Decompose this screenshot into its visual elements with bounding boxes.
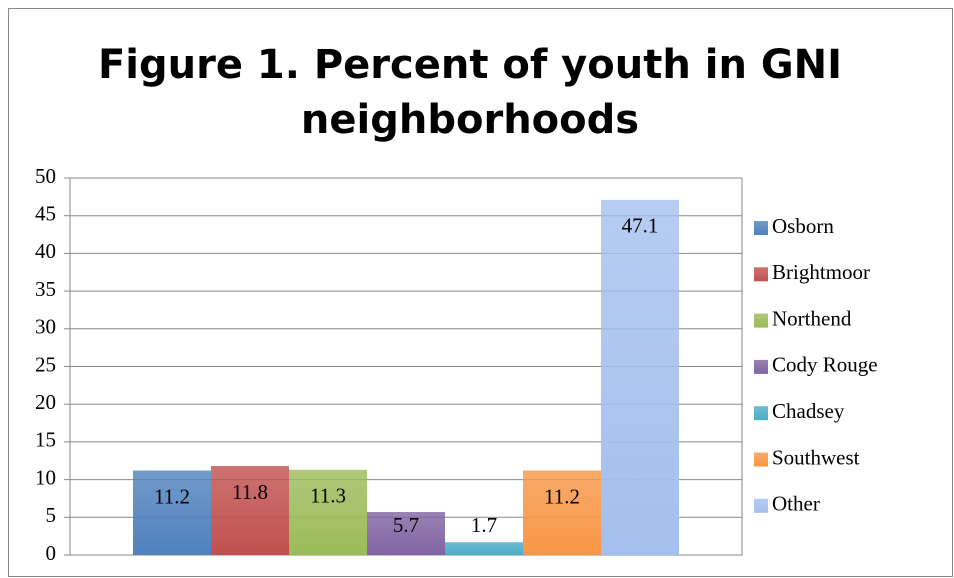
y-tick-label: 45 bbox=[35, 202, 56, 226]
legend-swatch bbox=[754, 498, 768, 513]
legend-label: Southwest bbox=[772, 445, 860, 469]
legend-swatch bbox=[754, 406, 768, 421]
bar bbox=[523, 470, 601, 555]
y-tick-label: 15 bbox=[35, 428, 56, 452]
y-tick-label: 30 bbox=[35, 315, 56, 339]
legend-swatch bbox=[754, 313, 768, 328]
legend-label: Osborn bbox=[772, 214, 834, 238]
legend-swatch bbox=[754, 221, 768, 235]
chart-title: Figure 1. Percent of youth in GNI neighbo… bbox=[98, 42, 842, 143]
data-label: 47.1 bbox=[622, 214, 659, 238]
y-tick-label: 20 bbox=[35, 390, 56, 414]
y-tick-label: 5 bbox=[46, 503, 57, 527]
legend-swatch bbox=[754, 267, 768, 282]
bar bbox=[445, 542, 523, 555]
data-label: 1.7 bbox=[471, 513, 497, 537]
data-label: 11.2 bbox=[544, 484, 580, 508]
legend-label: Brightmoor bbox=[772, 260, 870, 284]
bar bbox=[133, 470, 211, 555]
legend-label: Other bbox=[772, 492, 820, 516]
data-label: 11.2 bbox=[154, 484, 190, 508]
legend-label: Chadsey bbox=[772, 399, 845, 423]
y-tick-label: 35 bbox=[35, 277, 56, 301]
data-label: 5.7 bbox=[393, 513, 419, 537]
y-tick-label: 0 bbox=[46, 541, 57, 565]
bar bbox=[601, 199, 679, 555]
y-tick-label: 25 bbox=[35, 352, 56, 376]
bar bbox=[289, 469, 367, 555]
y-tick-label: 40 bbox=[35, 239, 56, 263]
data-label: 11.8 bbox=[232, 480, 268, 504]
data-label: 11.3 bbox=[310, 484, 346, 508]
legend-label: Cody Rouge bbox=[772, 353, 878, 377]
bar bbox=[367, 512, 445, 555]
legend-label: Northend bbox=[772, 306, 852, 330]
y-tick-label: 50 bbox=[35, 164, 56, 188]
bar bbox=[211, 466, 289, 555]
y-tick-label: 10 bbox=[35, 465, 56, 489]
legend-swatch bbox=[754, 359, 768, 374]
legend-swatch bbox=[754, 452, 768, 467]
